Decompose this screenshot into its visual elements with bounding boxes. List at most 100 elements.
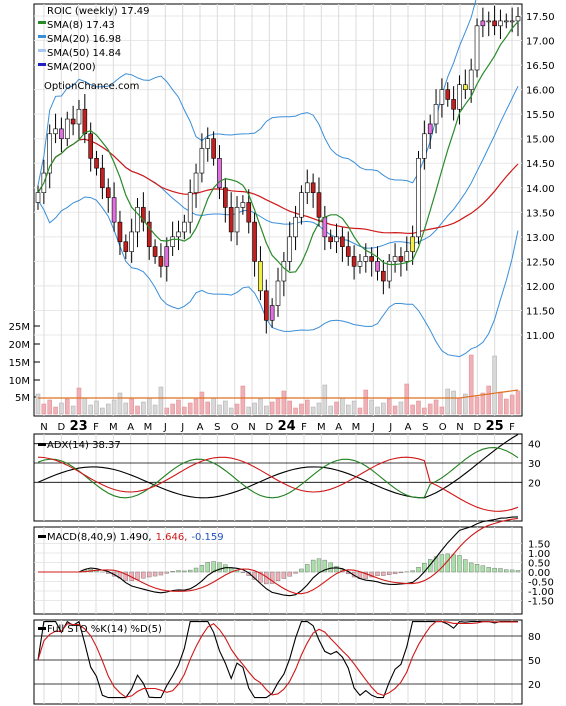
volume-bar	[211, 397, 216, 415]
volume-bar	[310, 406, 316, 415]
macd-histogram-bar	[387, 571, 392, 575]
candle-body	[88, 133, 93, 159]
volume-bar	[305, 399, 310, 415]
macd-tick-label: 1.00	[528, 549, 550, 560]
volume-bar	[176, 399, 181, 415]
macd-histogram-bar	[410, 570, 415, 573]
candle-body	[445, 89, 451, 100]
volume-bar	[328, 405, 333, 415]
macd-histogram-bar	[468, 562, 474, 573]
macd-histogram-bar	[176, 570, 181, 573]
volume-bar	[486, 385, 491, 415]
price-tick-label: 16.50	[526, 61, 555, 72]
macd-histogram-bar	[141, 571, 146, 579]
volume-bar	[357, 407, 363, 415]
x-tick-label: N	[456, 422, 463, 433]
candle-body	[310, 182, 316, 193]
candle-body	[123, 241, 129, 252]
x-tick-label: 24	[278, 419, 296, 434]
macd-histogram-bar	[199, 565, 205, 573]
candle-body	[94, 158, 99, 169]
x-tick-label: 25	[486, 419, 504, 434]
price-tick-label: 16.00	[526, 86, 555, 97]
adx-line	[37, 434, 519, 499]
volume-bar	[322, 384, 328, 415]
macd-histogram-bar	[147, 571, 152, 578]
macd-histogram-bar	[515, 570, 521, 573]
candle-body	[152, 246, 158, 257]
volume-bar	[451, 390, 456, 415]
macd-tick-label: 0.00	[528, 568, 550, 579]
macd-histogram-bar	[152, 571, 158, 577]
macd-histogram-bar	[287, 571, 292, 577]
candle-body	[263, 290, 269, 321]
volume-bar	[117, 392, 123, 415]
volume-bar	[170, 403, 175, 415]
macd-histogram-bar	[275, 571, 281, 582]
candle-body	[182, 221, 187, 233]
volume-bar	[41, 403, 47, 415]
minus-di-line	[37, 456, 519, 512]
x-tick-label: F	[93, 422, 99, 433]
legend-swatch-sma8	[38, 21, 46, 24]
macd-histogram-bar	[182, 570, 187, 573]
price-tick-label: 17.00	[526, 37, 555, 48]
macd-histogram-bar	[392, 571, 398, 575]
price-panel	[33, 3, 523, 417]
volume-bar	[433, 399, 439, 415]
macd-histogram-bar	[474, 564, 480, 573]
volume-bar	[135, 405, 140, 415]
x-tick-label: J	[180, 422, 184, 433]
volume-bar	[340, 397, 345, 415]
macd-histogram-bar	[480, 565, 486, 573]
x-tick-label: O	[439, 422, 447, 433]
x-tick-label: S	[214, 422, 220, 433]
volume-tick-label: 20M	[9, 340, 30, 351]
candle-body	[35, 192, 41, 203]
price-tick-label: 11.50	[526, 306, 555, 317]
sto-label: Full STO %K(14) %D(5)	[47, 624, 162, 635]
macd-tick-label: -0.50	[528, 578, 554, 589]
macd-tick-label: 1.50	[528, 540, 550, 551]
macd-histogram-bar	[463, 559, 468, 573]
x-tick-label: D	[265, 422, 273, 433]
macd-histogram-bar	[439, 554, 445, 573]
x-tick-label: N	[40, 422, 47, 433]
macd-histogram-bar	[293, 571, 298, 574]
volume-tick-label: 10M	[9, 376, 30, 387]
candle-body	[427, 123, 433, 135]
candle-body	[240, 202, 246, 208]
volume-bar	[240, 385, 246, 415]
candle-body	[328, 236, 333, 243]
volume-tick-label: 5M	[15, 393, 30, 404]
volume-bar	[205, 401, 211, 415]
macd-value1: MACD(8,40,9) 1.490,	[47, 532, 152, 543]
candle-body	[135, 207, 140, 233]
candle-body	[334, 236, 339, 243]
x-tick-label: F	[301, 422, 307, 433]
candle-body	[340, 236, 345, 247]
volume-bar	[463, 393, 468, 415]
macd-histogram-bar	[258, 571, 263, 583]
macd-histogram-bar	[427, 559, 433, 573]
macd-value2: 1.646,	[156, 532, 188, 543]
x-tick-label: A	[127, 422, 134, 433]
macd-histogram-bar	[187, 569, 193, 573]
x-tick-label: M	[109, 422, 118, 433]
candle-body	[457, 84, 462, 110]
macd-tick-label: 0.50	[528, 559, 550, 570]
candle-body	[59, 128, 64, 139]
candle-body	[299, 192, 304, 218]
volume-bar	[504, 398, 509, 415]
macd-histogram-bar	[158, 571, 164, 576]
macd-tick-label: -1.50	[528, 597, 554, 608]
volume-bar	[369, 399, 374, 415]
volume-bar	[82, 397, 88, 415]
candle-body	[463, 84, 468, 90]
legend-sma200: SMA(200)	[47, 62, 96, 73]
source-label: OptionChance.com	[44, 81, 139, 92]
volume-bar	[375, 406, 380, 415]
candle-body	[439, 89, 445, 105]
macd-histogram-bar	[246, 571, 251, 576]
macd-histogram-bar	[334, 565, 339, 573]
